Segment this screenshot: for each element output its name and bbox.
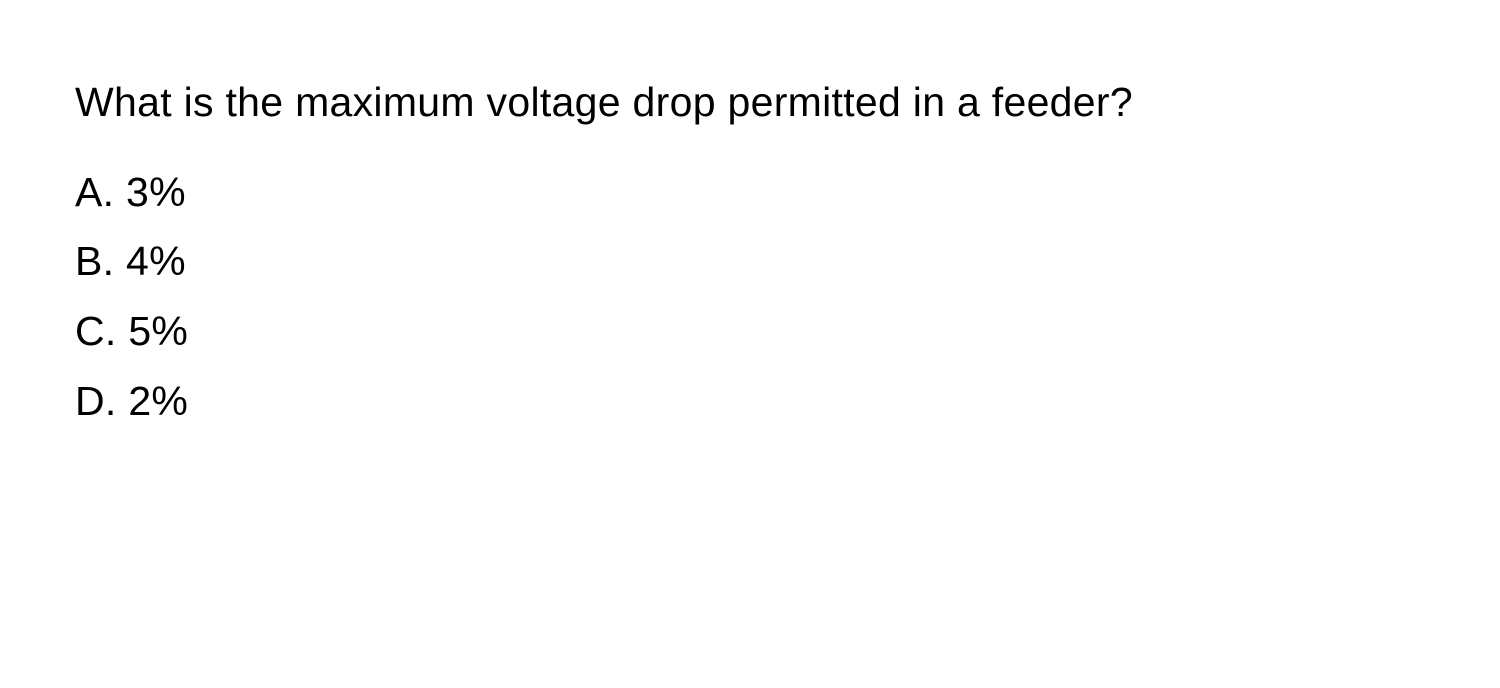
option-d-value: 2% bbox=[128, 378, 188, 424]
option-c-label: C. bbox=[75, 308, 117, 354]
option-b-value: 4% bbox=[126, 238, 186, 284]
option-d-label: D. bbox=[75, 378, 117, 424]
option-b[interactable]: B. 4% bbox=[75, 227, 1425, 297]
option-d[interactable]: D. 2% bbox=[75, 367, 1425, 437]
question-text: What is the maximum voltage drop permitt… bbox=[75, 70, 1425, 136]
option-a-value: 3% bbox=[126, 169, 186, 215]
option-b-label: B. bbox=[75, 238, 114, 284]
option-a[interactable]: A. 3% bbox=[75, 158, 1425, 228]
option-c-value: 5% bbox=[128, 308, 188, 354]
option-a-label: A. bbox=[75, 169, 114, 215]
option-c[interactable]: C. 5% bbox=[75, 297, 1425, 367]
